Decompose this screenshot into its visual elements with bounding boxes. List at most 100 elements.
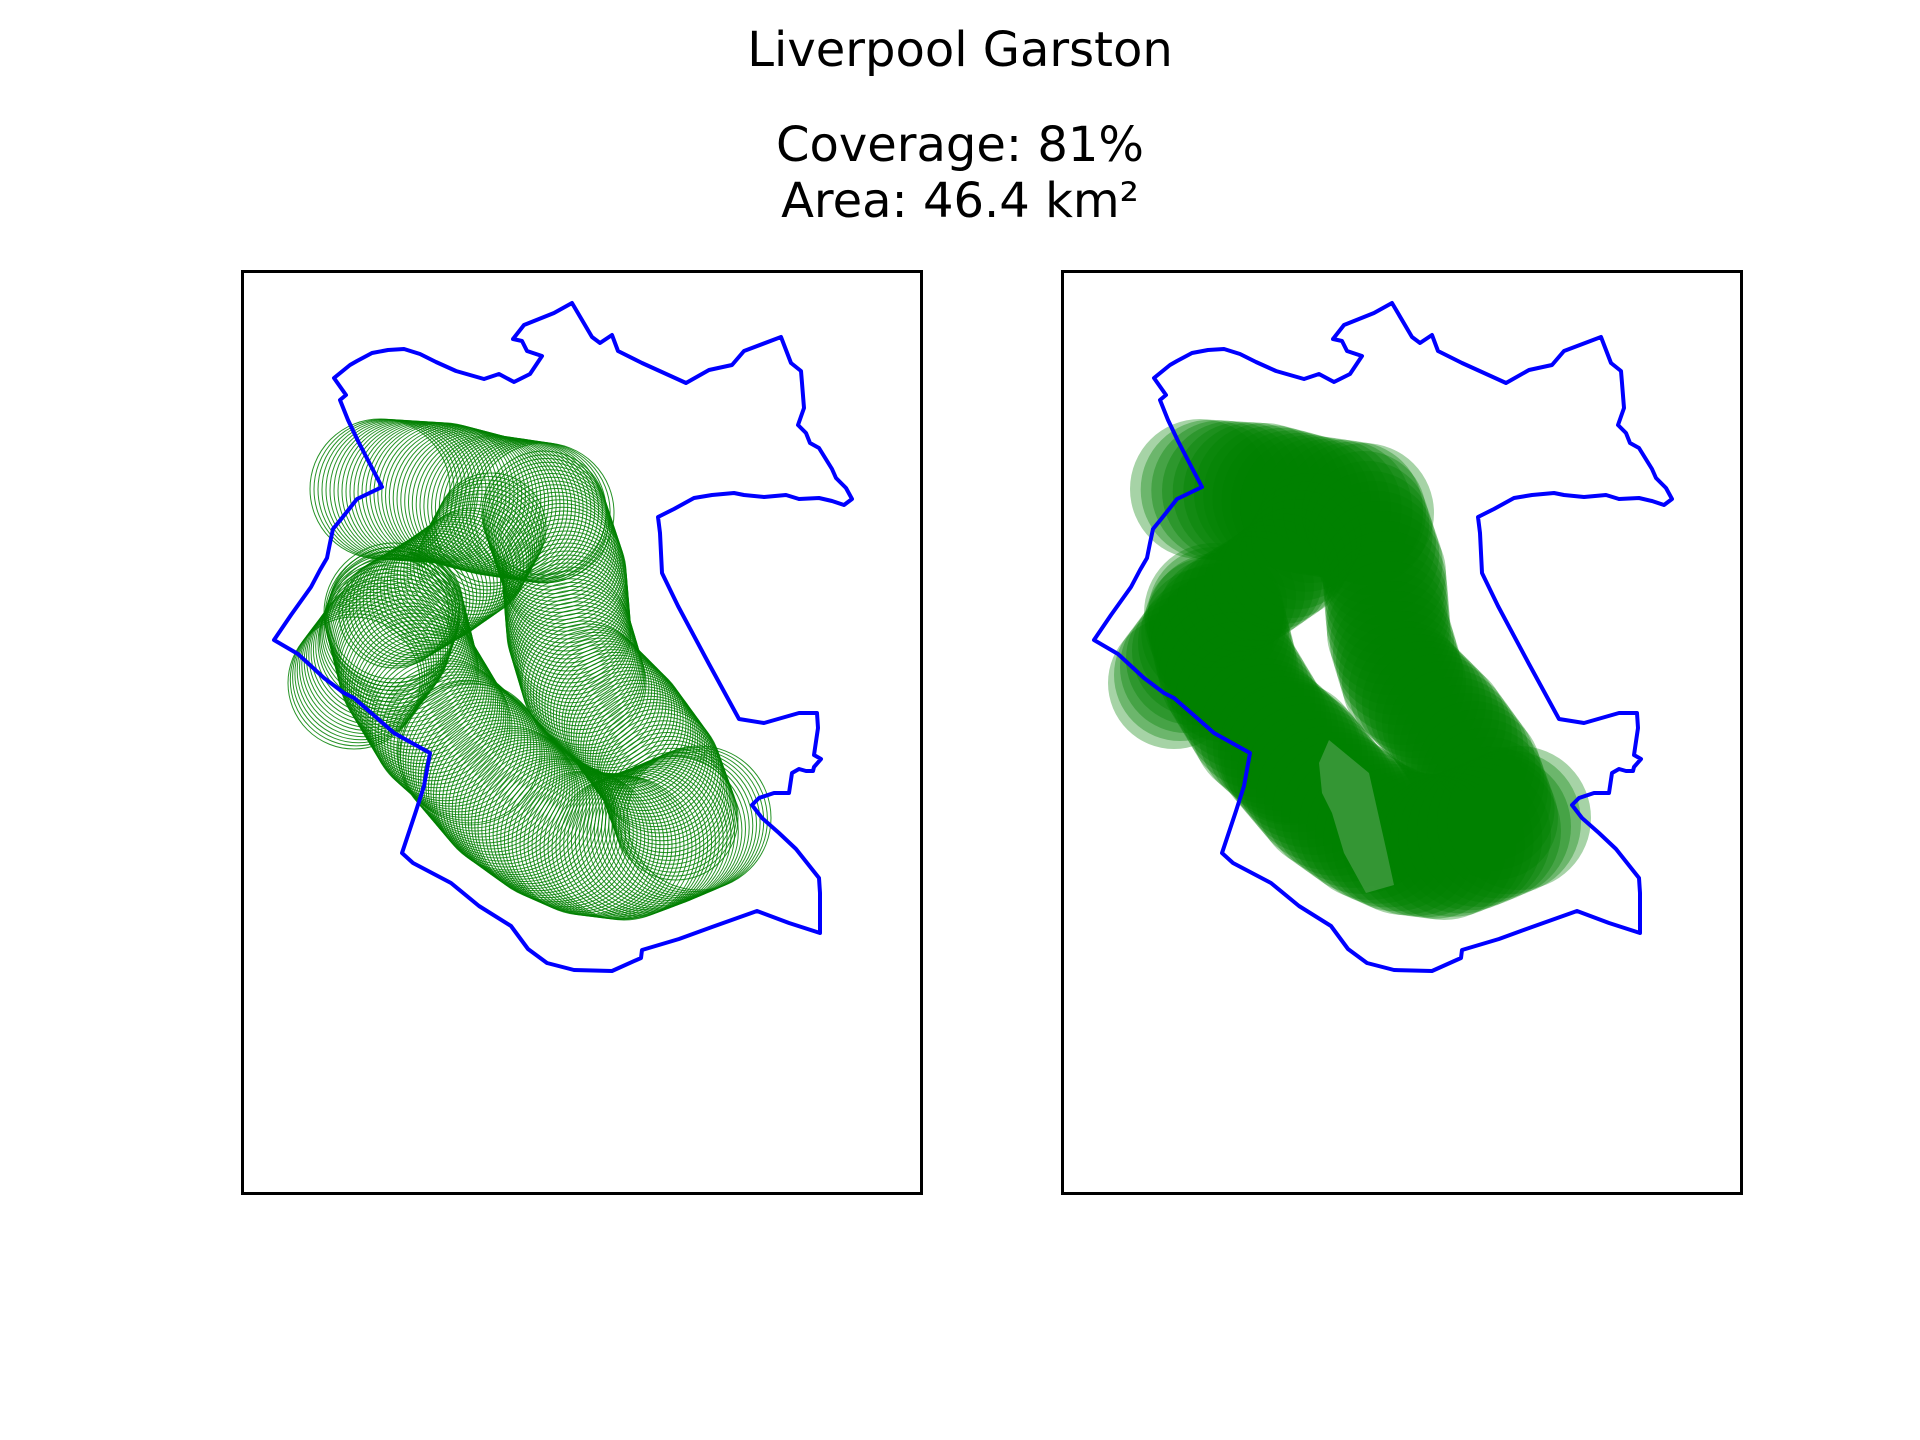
coverage-circle [1230,432,1371,573]
coverage-circle [586,762,732,908]
coverage-circle [1398,766,1543,911]
coverage-circle [1120,601,1252,733]
coverage-circle [1399,685,1524,809]
coverage-circle [1183,422,1324,563]
coverage-circle [612,751,757,897]
coverage-circle [1212,427,1353,568]
coverage-circle [626,745,772,891]
coverage-circle [1380,772,1525,917]
coverage-circle [1325,551,1450,675]
coverage-circle [397,680,543,826]
coverage-circle [313,418,455,560]
coverage-circle [1336,601,1460,725]
coverage-circle [1138,577,1270,709]
coverage-circle [1228,513,1339,624]
coverage-circle [1283,441,1424,582]
coverage-circle [1168,552,1278,663]
coverage-circle [530,629,656,755]
coverage-circle [1312,481,1436,605]
coverage-circle [521,620,647,746]
coverage-circle [435,472,547,584]
coverage-circle [1437,750,1581,895]
coverage-circle [1162,421,1302,561]
coverage-circle [582,763,728,909]
coverage-circle [1417,758,1561,903]
coverage-circle [1186,648,1327,789]
coverage-circle [1132,585,1264,717]
coverage-circle [1148,547,1280,679]
coverage-circle [516,605,642,731]
coverage-circle [413,509,525,621]
coverage-circle [1246,490,1357,601]
coverage-circle [499,503,624,628]
coverage-outline-svg [272,301,854,973]
coverage-circle [1339,611,1463,735]
coverage-circle [424,493,536,605]
coverage-circle [1151,573,1292,713]
coverage-circle [454,739,600,885]
coverage-circle [1427,737,1552,862]
coverage-circle [1318,501,1443,625]
coverage-circle [301,598,435,731]
coverage-circle [606,735,732,861]
coverage-circle [1405,693,1530,817]
coverage-circle [1322,511,1446,635]
coverage-circle [567,769,713,915]
coverage-circle [1114,609,1246,741]
coverage-circle [1146,553,1287,693]
coverage-circle [1330,581,1454,705]
coverage-circle [420,707,566,853]
coverage-circle [422,497,534,608]
coverage-circle [451,737,597,882]
coverage-circle [573,676,699,802]
coverage-circle [1355,634,1480,759]
coverage-circle [1362,774,1506,919]
coverage-circle [342,555,453,667]
coverage-circle [1172,421,1313,562]
coverage-circle [407,692,553,838]
coverage-circle [1417,709,1541,833]
coverage-circle [547,646,673,772]
coverage-circle [622,747,768,892]
coverage-circle [577,682,703,808]
coverage-circle [406,514,518,626]
coverage-circle [1192,658,1332,798]
coverage-circle [396,679,538,821]
coverage-circle [377,663,519,805]
coverage-circle [1393,677,1518,801]
coverage-circle [418,504,530,615]
coverage-circle [400,519,511,630]
coverage-circle [1141,567,1274,699]
coverage-fill-group [1108,419,1591,920]
coverage-circle [1324,541,1449,665]
coverage-circle [448,734,594,880]
coverage-circle [380,532,491,644]
coverage-circle [520,616,646,742]
coverage-circle [1149,563,1289,703]
coverage-circle [1333,591,1457,715]
coverage-circle [1156,593,1297,733]
coverage-circle [1213,676,1353,817]
coverage-circle [514,597,640,723]
coverage-circle [503,767,649,913]
coverage-circle [1323,531,1448,655]
coverage-circle [570,768,716,914]
coverage-circle [1315,491,1440,615]
coverage-circle [481,757,627,903]
coverage-circle [615,750,761,896]
coverage-circle [417,704,563,850]
coverage-circle [1305,461,1430,585]
coverage-circle [524,623,650,749]
coverage-circle [1154,583,1294,723]
coverage-circle [575,679,701,805]
coverage-circle [1407,763,1551,907]
coverage-outline-map [241,270,923,1195]
coverage-circle [1144,557,1277,689]
coverage-circle [492,762,638,908]
coverage-circle [412,698,558,844]
coverage-circle [593,759,739,905]
coverage-circle [1368,647,1493,772]
coverage-circle [1212,525,1323,636]
coverage-circle [1427,754,1571,899]
coverage-circle [1177,547,1287,658]
